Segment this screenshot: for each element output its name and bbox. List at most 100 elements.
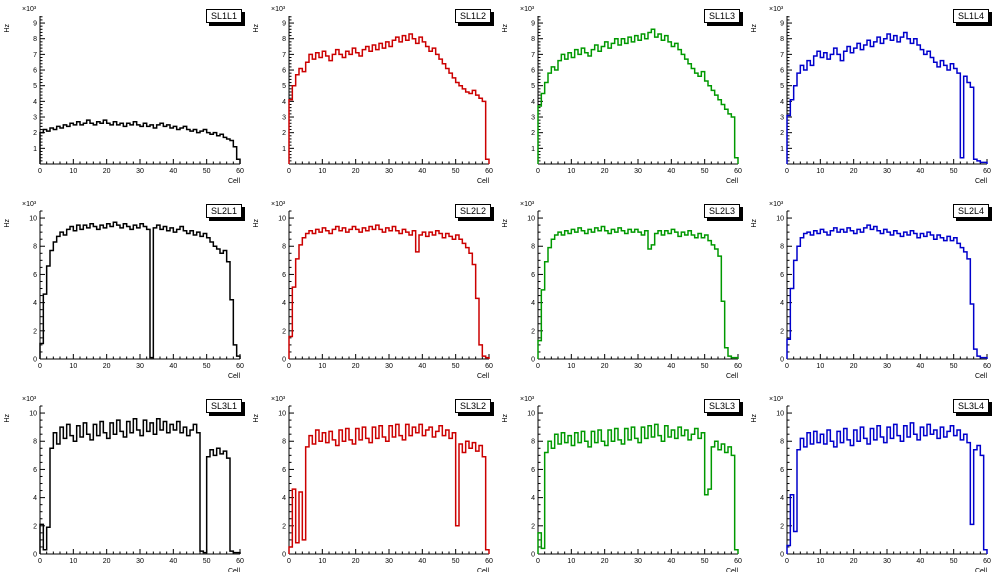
y-scale-label: ×10³ [22, 201, 37, 208]
svg-text:4: 4 [33, 495, 37, 502]
svg-text:30: 30 [385, 363, 393, 370]
svg-text:10: 10 [816, 363, 824, 370]
svg-text:30: 30 [634, 363, 642, 370]
y-axis-title: Hz [4, 219, 11, 228]
svg-text:10: 10 [816, 168, 824, 175]
svg-text:2: 2 [780, 130, 784, 137]
svg-text:20: 20 [103, 558, 111, 565]
panel-title: SL2L2 [459, 206, 486, 216]
x-axis-title: Cell [975, 178, 988, 185]
y-axis-title: Hz [4, 24, 11, 33]
svg-text:3: 3 [531, 115, 535, 122]
svg-text:4: 4 [531, 300, 535, 307]
svg-text:20: 20 [601, 168, 609, 175]
svg-text:10: 10 [318, 168, 326, 175]
panel-SL2L2: 0 10 20 30 40 50 60 0 2 4 6 8 10 ×10³ Cell Hz SL2L2 [249, 195, 498, 390]
svg-text:10: 10 [278, 411, 286, 418]
chart-svg: 0 10 20 30 40 50 60 0 2 4 6 8 10 ×10³ Cell Hz [4, 201, 244, 380]
svg-text:0: 0 [38, 168, 42, 175]
svg-text:8: 8 [531, 439, 535, 446]
svg-text:30: 30 [634, 168, 642, 175]
panel-title: SL2L1 [210, 206, 237, 216]
svg-text:6: 6 [531, 467, 535, 474]
svg-text:40: 40 [916, 363, 924, 370]
svg-text:50: 50 [701, 363, 709, 370]
svg-text:50: 50 [452, 558, 460, 565]
panel-SL1L3: 0 10 20 30 40 50 60 1 2 3 4 5 6 7 8 9 ×10³ Cell Hz SL1L3 [498, 0, 747, 195]
svg-text:9: 9 [531, 21, 535, 28]
svg-text:60: 60 [983, 558, 991, 565]
svg-text:40: 40 [169, 558, 177, 565]
svg-text:0: 0 [536, 558, 540, 565]
histogram-line [288, 33, 490, 164]
svg-text:2: 2 [282, 523, 286, 530]
svg-text:6: 6 [780, 68, 784, 75]
svg-text:4: 4 [780, 495, 784, 502]
svg-text:8: 8 [33, 36, 37, 43]
svg-text:10: 10 [816, 558, 824, 565]
panel-SL2L3: 0 10 20 30 40 50 60 0 2 4 6 8 10 ×10³ Cell Hz SL2L3 [498, 195, 747, 390]
svg-text:6: 6 [531, 272, 535, 279]
svg-text:20: 20 [103, 168, 111, 175]
title-box: SL3L4 [952, 399, 989, 413]
panel-title: SL2L3 [708, 206, 735, 216]
svg-text:50: 50 [203, 558, 211, 565]
y-scale-label: ×10³ [769, 201, 784, 208]
svg-text:0: 0 [536, 363, 540, 370]
y-scale-label: ×10³ [769, 6, 784, 13]
svg-text:8: 8 [282, 439, 286, 446]
svg-text:20: 20 [352, 558, 360, 565]
svg-text:30: 30 [883, 558, 891, 565]
histogram-line [786, 224, 988, 359]
title-box: SL1L3 [703, 9, 740, 23]
chart-svg: 0 10 20 30 40 50 60 1 2 3 4 5 6 7 8 9 ×10³ Cell Hz [253, 6, 493, 185]
svg-text:5: 5 [33, 83, 37, 90]
panel-SL2L4: 0 10 20 30 40 50 60 0 2 4 6 8 10 ×10³ Cell Hz SL2L4 [747, 195, 996, 390]
svg-text:0: 0 [38, 558, 42, 565]
histogram-line [786, 31, 988, 164]
svg-text:6: 6 [780, 467, 784, 474]
svg-text:6: 6 [282, 68, 286, 75]
svg-text:10: 10 [69, 363, 77, 370]
chart-svg: 0 10 20 30 40 50 60 1 2 3 4 5 6 7 8 9 ×10³ Cell Hz [502, 6, 742, 185]
svg-text:60: 60 [236, 363, 244, 370]
svg-text:7: 7 [780, 52, 784, 59]
svg-text:60: 60 [983, 363, 991, 370]
svg-text:3: 3 [282, 115, 286, 122]
svg-text:50: 50 [950, 558, 958, 565]
chart-svg: 0 10 20 30 40 50 60 0 2 4 6 8 10 ×10³ Cell Hz [502, 201, 742, 380]
svg-text:8: 8 [531, 244, 535, 251]
svg-text:4: 4 [33, 99, 37, 106]
svg-text:0: 0 [287, 558, 291, 565]
svg-text:30: 30 [136, 363, 144, 370]
svg-text:0: 0 [780, 357, 784, 364]
svg-text:40: 40 [916, 558, 924, 565]
svg-text:30: 30 [883, 363, 891, 370]
title-box: SL2L3 [703, 204, 740, 218]
svg-text:0: 0 [536, 168, 540, 175]
svg-text:2: 2 [531, 328, 535, 335]
svg-text:10: 10 [567, 558, 575, 565]
svg-text:30: 30 [385, 558, 393, 565]
panel-SL3L2: 0 10 20 30 40 50 60 0 2 4 6 8 10 ×10³ Cell Hz SL3L2 [249, 390, 498, 572]
svg-text:6: 6 [282, 467, 286, 474]
chart-svg: 0 10 20 30 40 50 60 1 2 3 4 5 6 7 8 9 ×10³ Cell Hz [4, 6, 244, 185]
title-box: SL1L2 [454, 9, 491, 23]
svg-text:8: 8 [780, 244, 784, 251]
svg-text:2: 2 [780, 523, 784, 530]
svg-text:40: 40 [916, 168, 924, 175]
svg-text:20: 20 [103, 363, 111, 370]
svg-text:40: 40 [667, 168, 675, 175]
svg-text:0: 0 [785, 558, 789, 565]
svg-text:10: 10 [776, 216, 784, 223]
svg-text:4: 4 [282, 495, 286, 502]
histogram-line [39, 417, 241, 554]
svg-text:4: 4 [282, 300, 286, 307]
svg-text:6: 6 [282, 272, 286, 279]
y-axis-title: Hz [502, 24, 509, 33]
svg-text:60: 60 [734, 558, 742, 565]
svg-text:10: 10 [527, 216, 535, 223]
chart-svg: 0 10 20 30 40 50 60 0 2 4 6 8 10 ×10³ Cell Hz [502, 396, 742, 572]
svg-text:0: 0 [33, 357, 37, 364]
panel-title: SL1L2 [459, 11, 486, 21]
